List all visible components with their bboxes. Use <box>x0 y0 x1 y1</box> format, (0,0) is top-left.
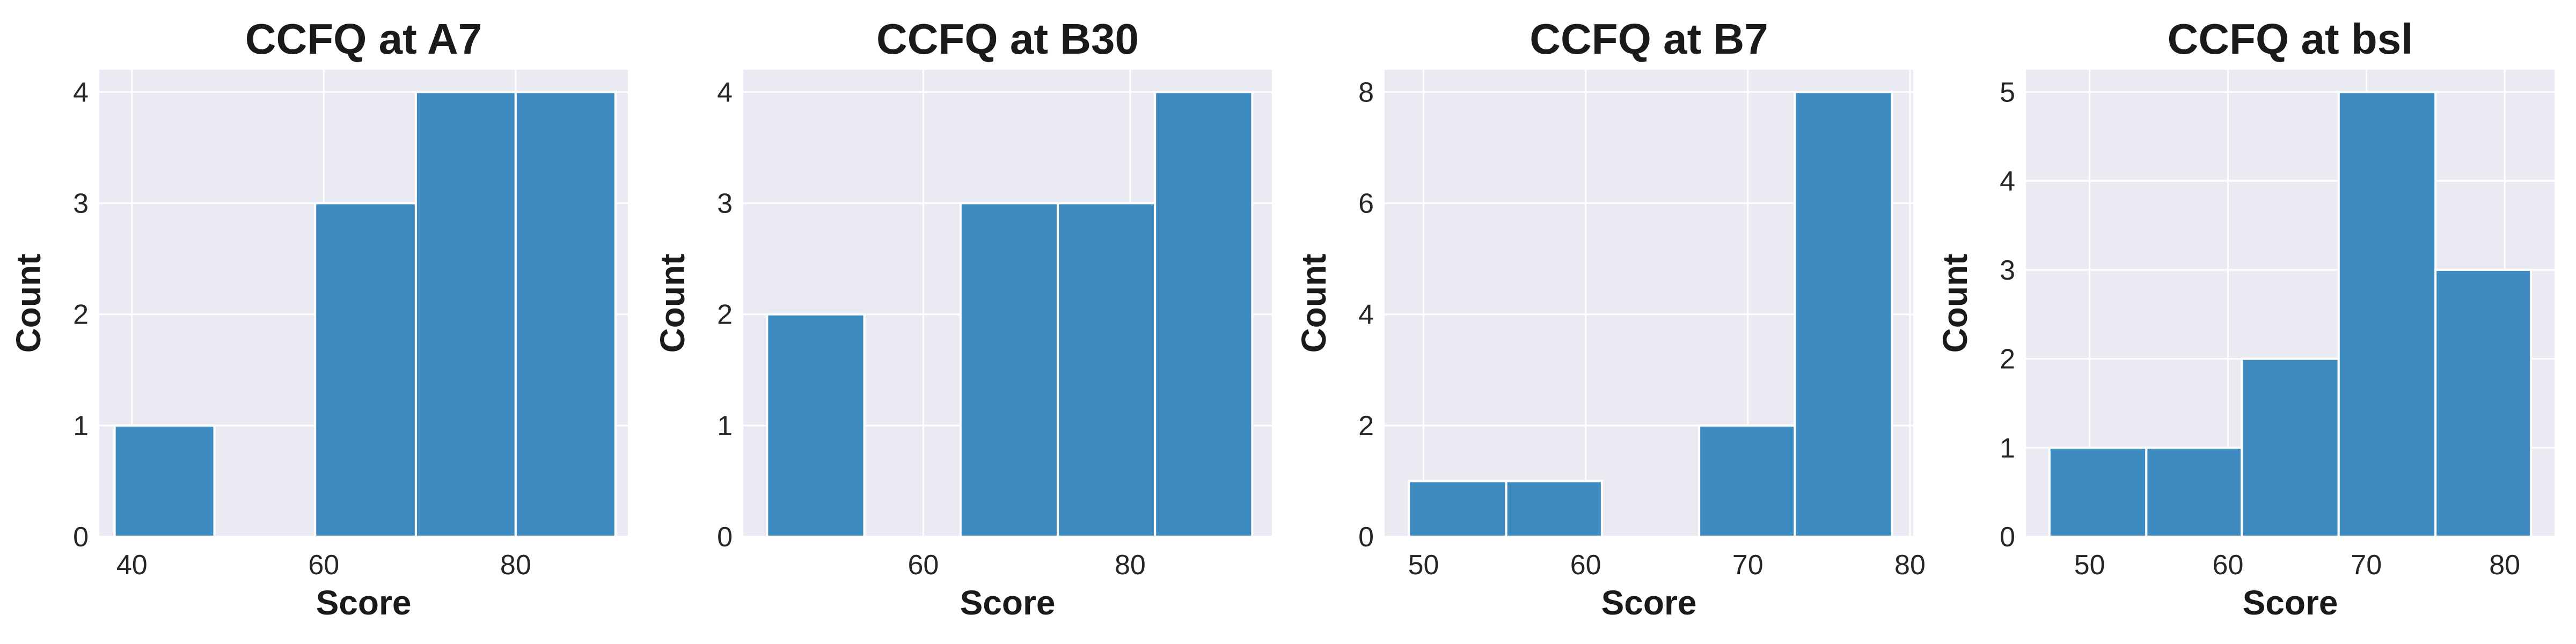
histogram-bar <box>2145 447 2243 538</box>
x-tick-label: 80 <box>2489 550 2520 581</box>
y-tick-label: 0 <box>2000 522 2015 553</box>
y-axis-label: Count <box>1936 254 1974 353</box>
y-tick-label: 4 <box>1358 299 1374 331</box>
y-tick-label: 8 <box>1358 77 1374 108</box>
x-axis-label: Score <box>316 583 412 622</box>
histogram-bar <box>1794 91 1893 538</box>
y-tick-label: 4 <box>2000 166 2015 197</box>
x-tick-label: 60 <box>1570 550 1601 581</box>
y-tick-label: 4 <box>73 77 89 108</box>
histogram-bar <box>514 91 617 538</box>
x-tick-label: 50 <box>2074 550 2105 581</box>
panel-title: CCFQ at B7 <box>1529 15 1768 63</box>
y-axis-label: Count <box>1294 254 1333 353</box>
histogram-bar <box>2048 447 2148 538</box>
y-tick-label: 2 <box>2000 344 2015 375</box>
histogram-bar <box>1154 91 1254 538</box>
histogram-bar <box>1698 424 1796 538</box>
histogram-bar <box>1505 480 1603 538</box>
y-tick-label: 1 <box>717 411 733 442</box>
y-tick-label: 4 <box>717 77 733 108</box>
x-tick-label: 60 <box>308 550 339 581</box>
x-tick-label: 70 <box>2351 550 2382 581</box>
histogram-panel-1: 0 1 2 3 4 40 60 80 CCFQ at A7 Score Count <box>9 15 628 622</box>
y-tick-label: 3 <box>717 188 733 219</box>
y-axis-label: Count <box>9 254 48 353</box>
histogram-bar <box>1408 480 1507 538</box>
histogram-panel-3: 0 2 4 6 8 50 60 70 80 CCFQ at B7 Score Count <box>1294 15 1926 622</box>
y-tick-label: 1 <box>2000 433 2015 464</box>
histogram-bar <box>1056 202 1157 538</box>
panel-title: CCFQ at A7 <box>245 15 482 63</box>
y-tick-label: 2 <box>717 299 733 331</box>
histogram-panel-2: 0 1 2 3 4 60 80 CCFQ at B30 Score Count <box>653 15 1272 622</box>
x-axis-label: Score <box>960 583 1056 622</box>
y-tick-label: 6 <box>1358 188 1374 219</box>
panel-title: CCFQ at B30 <box>876 15 1139 63</box>
y-tick-label: 0 <box>717 522 733 553</box>
histogram-bar <box>959 202 1059 538</box>
y-tick-label: 2 <box>1358 411 1374 442</box>
x-tick-label: 70 <box>1732 550 1763 581</box>
panel-title: CCFQ at bsl <box>2168 15 2413 63</box>
x-tick-label: 80 <box>500 550 531 581</box>
y-tick-label: 2 <box>73 299 89 331</box>
x-tick-label: 80 <box>1894 550 1926 581</box>
histogram-bar <box>2241 357 2340 538</box>
y-tick-label: 3 <box>73 188 89 219</box>
y-tick-label: 0 <box>1358 522 1374 553</box>
y-tick-label: 3 <box>2000 255 2015 286</box>
x-axis-label: Score <box>2243 583 2338 622</box>
y-tick-label: 0 <box>73 522 89 553</box>
x-axis-label: Score <box>1601 583 1697 622</box>
x-tick-label: 40 <box>116 550 148 581</box>
histogram-bar <box>2337 91 2437 538</box>
y-tick-label: 1 <box>73 411 89 442</box>
histogram-bar <box>766 313 866 538</box>
y-axis-label: Count <box>653 254 692 353</box>
histogram-bar <box>2434 268 2533 538</box>
histogram-bar <box>113 424 216 538</box>
x-tick-label: 50 <box>1408 550 1439 581</box>
x-tick-label: 60 <box>908 550 939 581</box>
histogram-panel-4: 0 1 2 3 4 5 50 60 70 80 CCFQ at bsl Score Count <box>1936 15 2555 622</box>
histogram-bar <box>314 202 417 538</box>
histogram-bar <box>414 91 517 538</box>
x-tick-label: 80 <box>1115 550 1146 581</box>
y-tick-label: 5 <box>2000 77 2015 108</box>
x-tick-label: 60 <box>2213 550 2244 581</box>
